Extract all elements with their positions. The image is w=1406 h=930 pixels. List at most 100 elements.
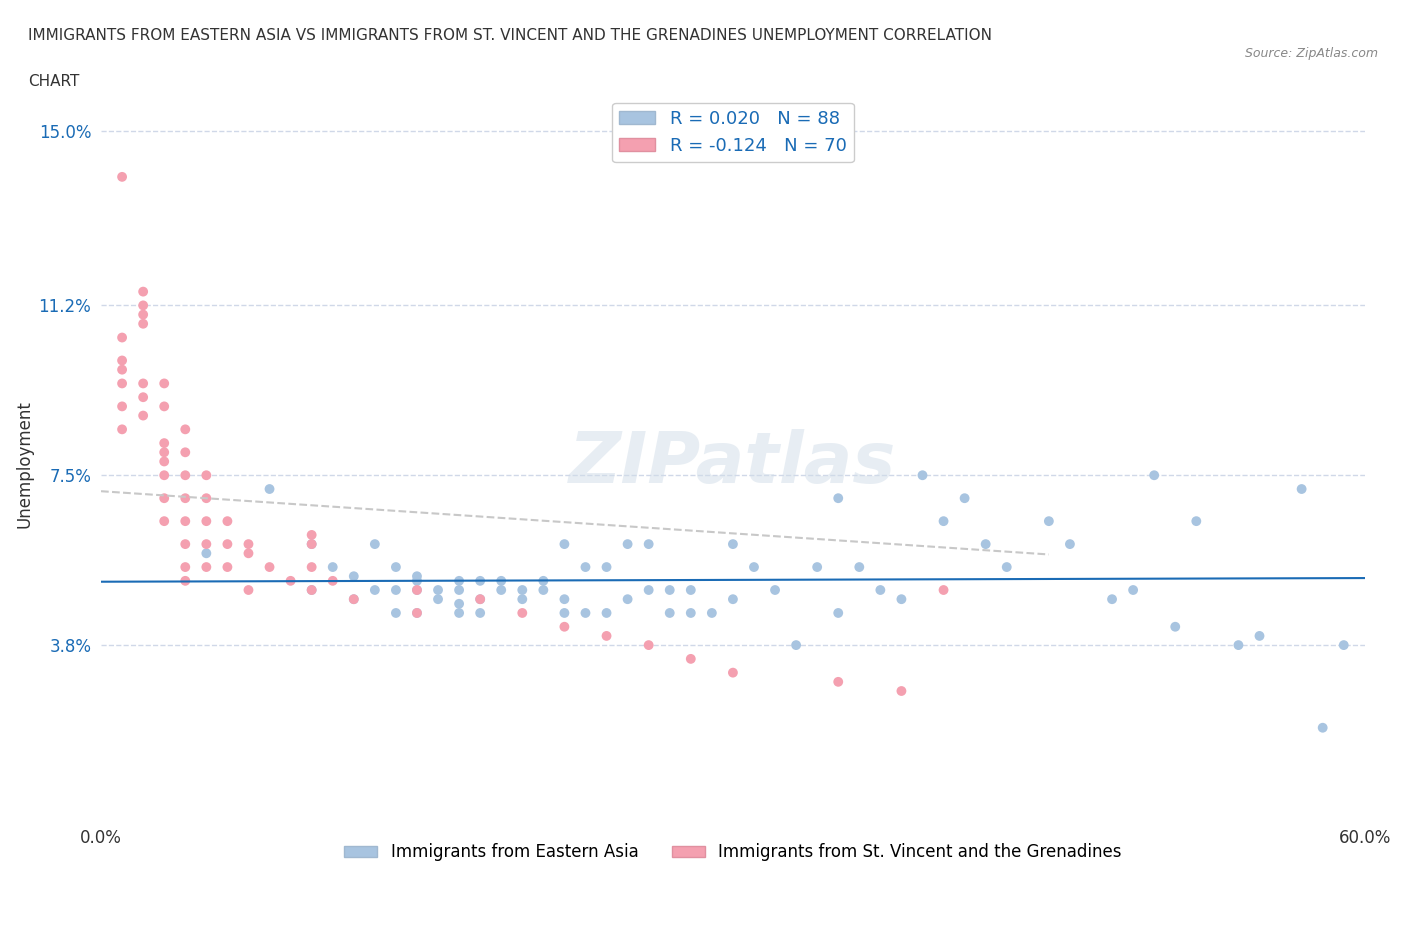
Point (848, 560, 870, 575)
Point (700, 605, 723, 620)
Point (827, 491, 849, 506)
Point (174, 468, 197, 483)
Point (132, 307, 155, 322)
Point (489, 574, 512, 589)
Point (132, 390, 155, 405)
Point (406, 574, 429, 589)
Point (595, 629, 617, 644)
Point (510, 605, 533, 620)
Point (679, 582, 702, 597)
Point (406, 582, 429, 597)
Point (385, 560, 408, 575)
Point (827, 674, 849, 689)
Point (238, 582, 260, 597)
Point (721, 591, 744, 606)
Point (806, 560, 828, 575)
Point (1164, 619, 1187, 634)
Point (995, 560, 1018, 575)
Point (616, 537, 638, 551)
Point (195, 546, 218, 561)
Point (238, 537, 260, 551)
Point (153, 513, 176, 528)
Point (531, 582, 554, 597)
Point (111, 376, 134, 391)
Point (658, 605, 681, 620)
Point (406, 605, 429, 620)
Point (1227, 638, 1250, 653)
Point (1249, 629, 1271, 644)
Point (679, 605, 702, 620)
Point (742, 560, 765, 575)
Point (785, 638, 807, 653)
Point (406, 569, 429, 584)
Point (974, 537, 997, 551)
Point (153, 399, 176, 414)
Point (932, 582, 955, 597)
Point (301, 582, 323, 597)
Point (1312, 721, 1334, 736)
Point (195, 537, 218, 551)
Point (1143, 468, 1166, 483)
Point (574, 560, 596, 575)
Point (637, 638, 659, 653)
Point (658, 582, 681, 597)
Point (280, 574, 302, 589)
Point (343, 591, 366, 606)
Point (343, 591, 366, 606)
Point (890, 684, 912, 698)
Point (721, 537, 744, 551)
Point (153, 435, 176, 450)
Point (364, 582, 387, 597)
Point (322, 560, 344, 575)
Point (553, 591, 575, 606)
Point (132, 316, 155, 331)
Point (869, 582, 891, 597)
Point (553, 619, 575, 634)
Point (1291, 482, 1313, 497)
Point (489, 582, 512, 597)
Text: ZIPatlas: ZIPatlas (569, 430, 897, 498)
Point (427, 582, 450, 597)
Point (301, 537, 323, 551)
Point (259, 560, 281, 575)
Point (1038, 513, 1060, 528)
Point (174, 574, 197, 589)
Point (827, 605, 849, 620)
Point (217, 560, 239, 575)
Point (132, 408, 155, 423)
Point (470, 574, 492, 589)
Point (301, 537, 323, 551)
Point (510, 582, 533, 597)
Point (322, 574, 344, 589)
Point (238, 546, 260, 561)
Point (406, 605, 429, 620)
Point (153, 491, 176, 506)
Point (153, 445, 176, 459)
Point (217, 537, 239, 551)
Point (427, 591, 450, 606)
Point (174, 445, 197, 459)
Point (111, 169, 134, 184)
Point (637, 537, 659, 551)
Point (301, 582, 323, 597)
Point (174, 560, 197, 575)
Point (763, 582, 786, 597)
Point (195, 468, 218, 483)
Point (679, 651, 702, 666)
Point (890, 591, 912, 606)
Point (111, 399, 134, 414)
Point (153, 454, 176, 469)
Point (721, 665, 744, 680)
Point (195, 560, 218, 575)
Point (531, 574, 554, 589)
Text: Source: ZipAtlas.com: Source: ZipAtlas.com (1244, 46, 1378, 60)
Point (1122, 582, 1144, 597)
Point (932, 513, 955, 528)
Point (553, 537, 575, 551)
Text: CHART: CHART (28, 74, 80, 89)
Point (174, 422, 197, 437)
Point (385, 582, 408, 597)
Point (616, 591, 638, 606)
Point (510, 591, 533, 606)
Point (153, 468, 176, 483)
